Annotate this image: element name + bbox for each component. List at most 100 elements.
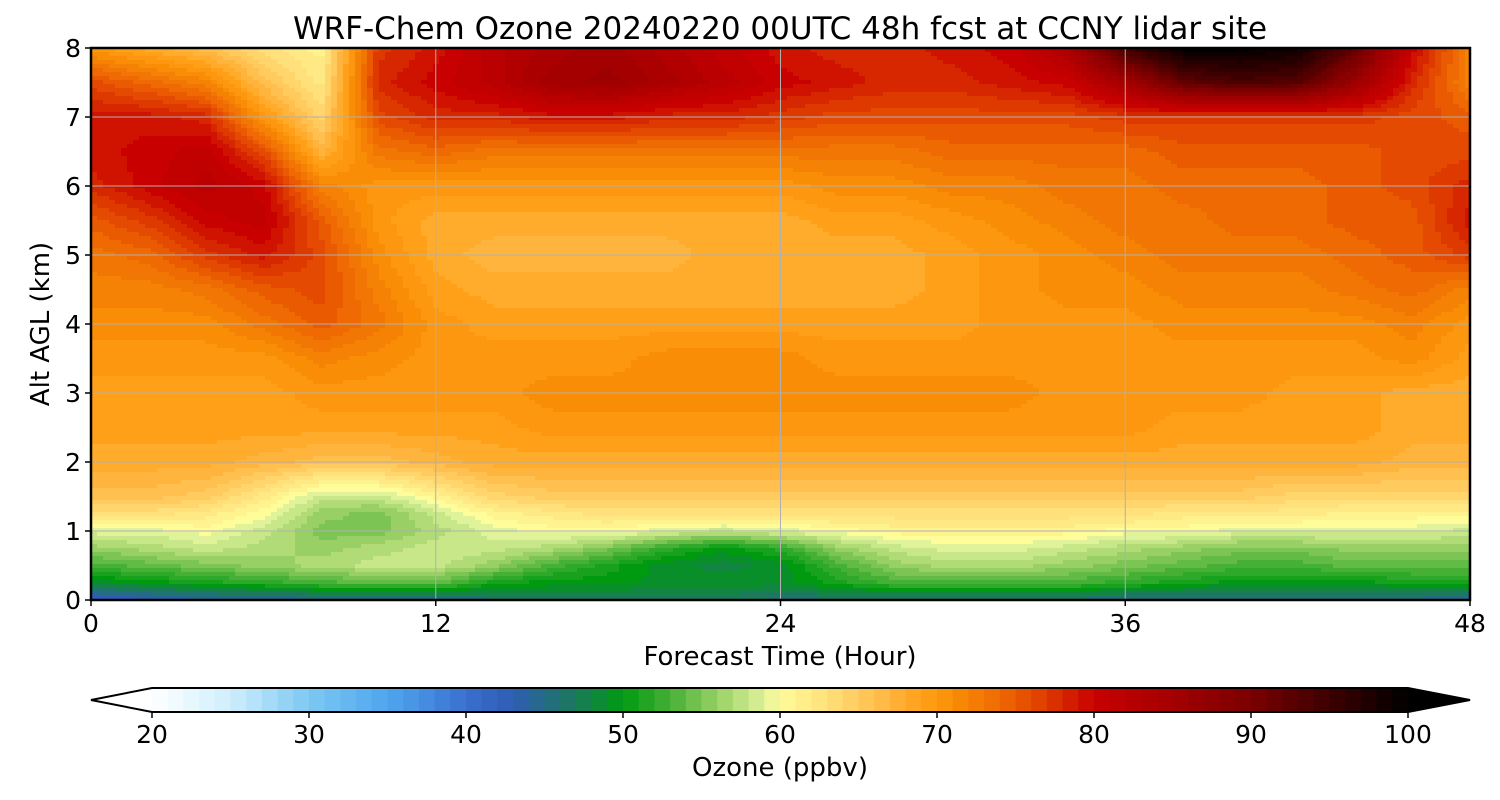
heat-cell — [529, 60, 536, 65]
heat-cell — [109, 60, 116, 65]
heat-cell — [211, 64, 218, 69]
heat-cell — [409, 64, 416, 69]
heat-cell — [373, 64, 380, 69]
heat-cell — [247, 60, 254, 65]
heat-cell — [421, 56, 428, 61]
heat-cell — [235, 60, 242, 65]
heat-cell — [1003, 60, 1010, 65]
heat-cell — [1303, 52, 1310, 57]
heat-cell — [139, 60, 146, 65]
heat-cell — [1009, 56, 1016, 61]
heat-cell — [1393, 56, 1400, 61]
heat-cell — [799, 60, 806, 65]
heat-cell — [265, 56, 272, 61]
heat-cell — [1021, 52, 1028, 57]
heat-cell — [607, 52, 614, 57]
heat-cell — [589, 60, 596, 65]
heat-cell — [163, 52, 170, 57]
heat-cell — [271, 52, 278, 57]
heat-cell — [1201, 52, 1208, 57]
heat-cell — [1045, 60, 1052, 65]
heat-cell — [1039, 60, 1046, 65]
heat-cell — [553, 56, 560, 61]
heat-cell — [781, 60, 788, 65]
heat-cell — [1279, 52, 1286, 57]
heat-cell — [451, 52, 458, 57]
heat-cell — [139, 64, 146, 69]
heat-cell — [793, 56, 800, 61]
heat-cell — [805, 64, 812, 69]
heat-cell — [1195, 52, 1202, 57]
heat-cell — [733, 60, 740, 65]
heat-cell — [175, 60, 182, 65]
heat-cell — [649, 52, 656, 57]
heat-cell — [1057, 52, 1064, 57]
heat-cell — [403, 52, 410, 57]
heat-cell — [379, 52, 386, 57]
heat-cell — [133, 64, 140, 69]
heat-cell — [673, 60, 680, 65]
heat-cell — [727, 64, 734, 69]
heat-cell — [793, 52, 800, 57]
heat-cell — [829, 60, 836, 65]
heat-cell — [445, 52, 452, 57]
heat-cell — [1045, 56, 1052, 61]
heat-cell — [667, 56, 674, 61]
heat-cell — [607, 64, 614, 69]
heat-cell — [1135, 52, 1142, 57]
heat-cell — [889, 60, 896, 65]
heat-cell — [799, 64, 806, 69]
heat-cell — [787, 52, 794, 57]
heat-cell — [199, 52, 206, 57]
heat-cell — [487, 56, 494, 61]
heat-cell — [1423, 52, 1430, 57]
heat-cell — [541, 60, 548, 65]
heat-cell — [877, 64, 884, 69]
heat-cell — [703, 56, 710, 61]
heat-cell — [163, 60, 170, 65]
heat-cell — [445, 64, 452, 69]
heat-cell — [115, 52, 122, 57]
heat-cell — [181, 52, 188, 57]
heat-cell — [271, 56, 278, 61]
heat-cell — [523, 64, 530, 69]
heat-cell — [421, 64, 428, 69]
heat-cell — [733, 56, 740, 61]
heat-cell — [421, 60, 428, 65]
heat-cell — [283, 56, 290, 61]
heat-cell — [1357, 60, 1364, 65]
heat-cell — [385, 64, 392, 69]
heat-cell — [259, 60, 266, 65]
heat-cell — [223, 52, 230, 57]
heat-cell — [145, 52, 152, 57]
heat-cell — [1129, 52, 1136, 57]
heat-cell — [649, 56, 656, 61]
heat-cell — [1387, 52, 1394, 57]
heat-cell — [1423, 60, 1430, 65]
heat-cell — [625, 60, 632, 65]
heat-cell — [151, 52, 158, 57]
heat-cell — [1297, 56, 1304, 61]
heat-cell — [115, 64, 122, 69]
heat-cell — [1435, 60, 1442, 65]
heat-cell — [367, 64, 374, 69]
heat-cell — [1057, 56, 1064, 61]
heat-cell — [907, 56, 914, 61]
heat-cell — [529, 52, 536, 57]
heat-cell — [1351, 56, 1358, 61]
heat-cell — [547, 52, 554, 57]
heat-cell — [313, 52, 320, 57]
heat-cell — [307, 52, 314, 57]
heat-cell — [835, 64, 842, 69]
heat-cell — [331, 60, 338, 65]
heat-cell — [1117, 56, 1124, 61]
heat-cell — [1153, 56, 1160, 61]
heat-cell — [163, 56, 170, 61]
heat-cell — [1303, 60, 1310, 65]
heat-cell — [1333, 56, 1340, 61]
heat-cell — [289, 56, 296, 61]
heat-cell — [955, 60, 962, 65]
heat-cell — [307, 60, 314, 65]
heat-cell — [511, 60, 518, 65]
heat-cell — [523, 60, 530, 65]
